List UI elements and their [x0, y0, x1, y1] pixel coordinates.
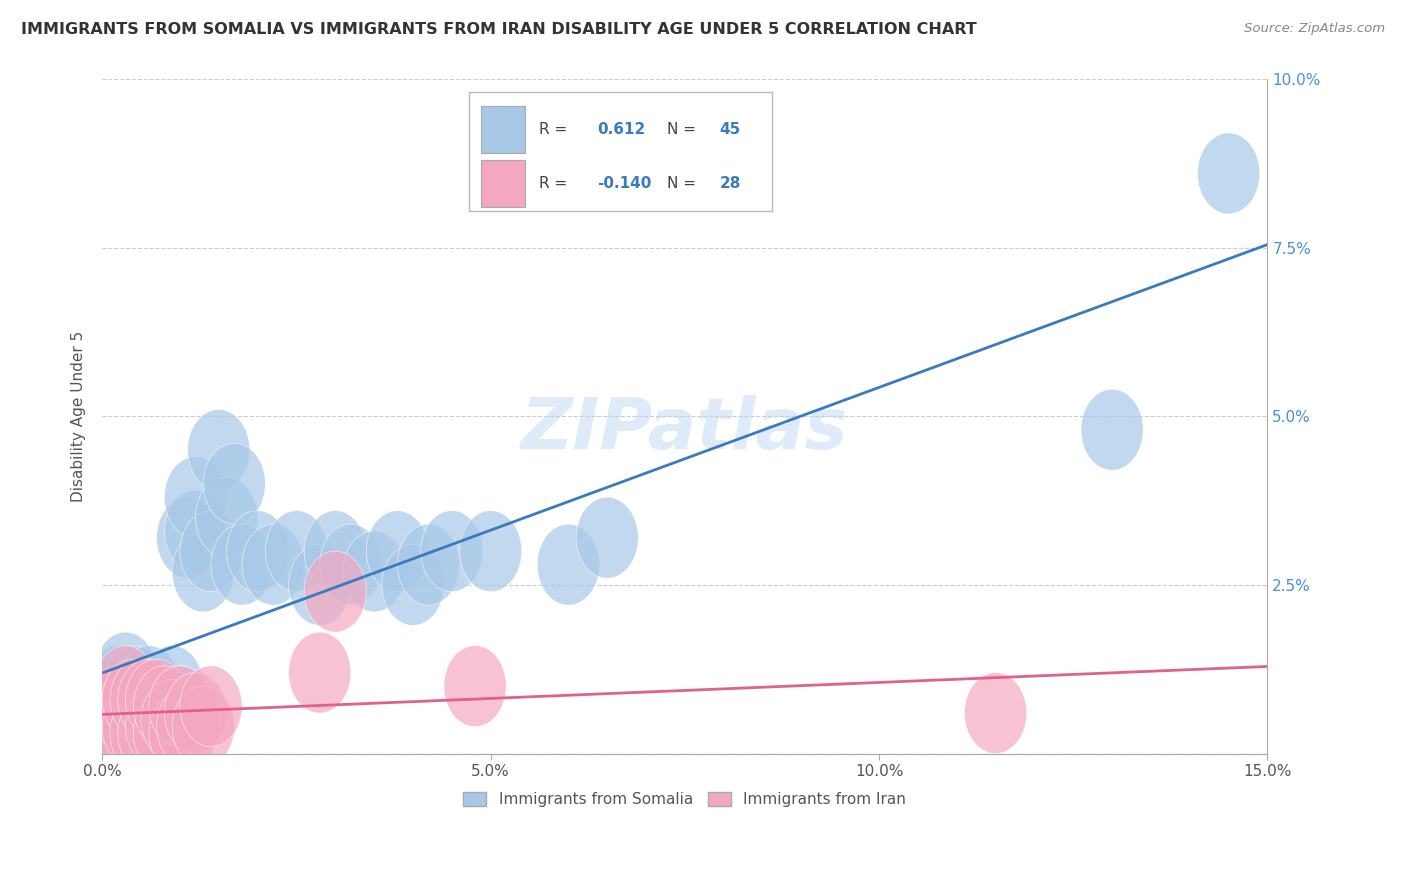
Y-axis label: Disability Age Under 5: Disability Age Under 5 — [72, 331, 86, 502]
Ellipse shape — [172, 531, 235, 612]
Ellipse shape — [149, 665, 211, 747]
Ellipse shape — [156, 686, 219, 767]
Ellipse shape — [304, 511, 367, 591]
Ellipse shape — [118, 680, 180, 760]
Ellipse shape — [141, 646, 204, 726]
Ellipse shape — [204, 443, 266, 524]
Ellipse shape — [125, 659, 187, 740]
Ellipse shape — [103, 646, 165, 726]
Text: Source: ZipAtlas.com: Source: ZipAtlas.com — [1244, 22, 1385, 36]
Ellipse shape — [420, 511, 482, 591]
Ellipse shape — [180, 665, 242, 747]
Ellipse shape — [79, 699, 141, 780]
Ellipse shape — [110, 659, 172, 740]
Ellipse shape — [149, 693, 211, 773]
Ellipse shape — [94, 686, 156, 767]
Ellipse shape — [242, 524, 304, 605]
Ellipse shape — [319, 524, 382, 605]
Ellipse shape — [141, 680, 204, 760]
FancyBboxPatch shape — [481, 106, 526, 153]
Ellipse shape — [94, 665, 156, 747]
Ellipse shape — [94, 632, 156, 713]
Ellipse shape — [79, 673, 141, 754]
Ellipse shape — [110, 693, 172, 773]
Ellipse shape — [304, 551, 367, 632]
Ellipse shape — [125, 686, 187, 767]
Ellipse shape — [134, 693, 195, 773]
Ellipse shape — [94, 699, 156, 780]
Ellipse shape — [965, 673, 1026, 754]
Ellipse shape — [149, 665, 211, 747]
Ellipse shape — [134, 693, 195, 773]
Text: 28: 28 — [720, 176, 741, 191]
Text: -0.140: -0.140 — [598, 176, 652, 191]
Ellipse shape — [288, 544, 352, 625]
Text: N =: N = — [668, 122, 702, 137]
Ellipse shape — [226, 511, 288, 591]
Ellipse shape — [87, 693, 149, 773]
Ellipse shape — [288, 632, 352, 713]
Ellipse shape — [118, 693, 180, 773]
Ellipse shape — [343, 531, 405, 612]
Ellipse shape — [1081, 389, 1143, 470]
Ellipse shape — [118, 659, 180, 740]
Ellipse shape — [187, 409, 250, 491]
Ellipse shape — [149, 693, 211, 773]
Text: ZIPatlas: ZIPatlas — [522, 395, 849, 464]
Ellipse shape — [180, 511, 242, 591]
Ellipse shape — [195, 477, 257, 558]
Text: 45: 45 — [720, 122, 741, 137]
Ellipse shape — [79, 659, 141, 740]
Ellipse shape — [367, 511, 429, 591]
Ellipse shape — [172, 686, 235, 767]
Ellipse shape — [156, 497, 219, 578]
Ellipse shape — [87, 680, 149, 760]
Text: IMMIGRANTS FROM SOMALIA VS IMMIGRANTS FROM IRAN DISABILITY AGE UNDER 5 CORRELATI: IMMIGRANTS FROM SOMALIA VS IMMIGRANTS FR… — [21, 22, 977, 37]
Ellipse shape — [103, 659, 165, 740]
Ellipse shape — [134, 665, 195, 747]
Ellipse shape — [125, 686, 187, 767]
Ellipse shape — [110, 659, 172, 740]
Text: R =: R = — [538, 122, 572, 137]
Ellipse shape — [110, 686, 172, 767]
Ellipse shape — [134, 665, 195, 747]
Ellipse shape — [94, 673, 156, 754]
Text: R =: R = — [538, 176, 572, 191]
Ellipse shape — [382, 544, 444, 625]
Ellipse shape — [118, 646, 180, 726]
Ellipse shape — [211, 524, 273, 605]
Ellipse shape — [87, 665, 149, 747]
Ellipse shape — [79, 693, 141, 773]
Ellipse shape — [165, 673, 226, 754]
Ellipse shape — [1198, 133, 1260, 214]
Ellipse shape — [125, 659, 187, 740]
FancyBboxPatch shape — [470, 93, 772, 211]
Ellipse shape — [537, 524, 599, 605]
Text: N =: N = — [668, 176, 702, 191]
Ellipse shape — [165, 457, 226, 538]
Ellipse shape — [444, 646, 506, 726]
Ellipse shape — [398, 524, 460, 605]
Ellipse shape — [460, 511, 522, 591]
FancyBboxPatch shape — [481, 160, 526, 207]
Ellipse shape — [94, 646, 156, 726]
Ellipse shape — [87, 646, 149, 726]
Ellipse shape — [576, 497, 638, 578]
Ellipse shape — [266, 511, 328, 591]
Text: 0.612: 0.612 — [598, 122, 645, 137]
Legend: Immigrants from Somalia, Immigrants from Iran: Immigrants from Somalia, Immigrants from… — [457, 786, 912, 814]
Ellipse shape — [103, 686, 165, 767]
Ellipse shape — [165, 491, 226, 572]
Ellipse shape — [103, 673, 165, 754]
